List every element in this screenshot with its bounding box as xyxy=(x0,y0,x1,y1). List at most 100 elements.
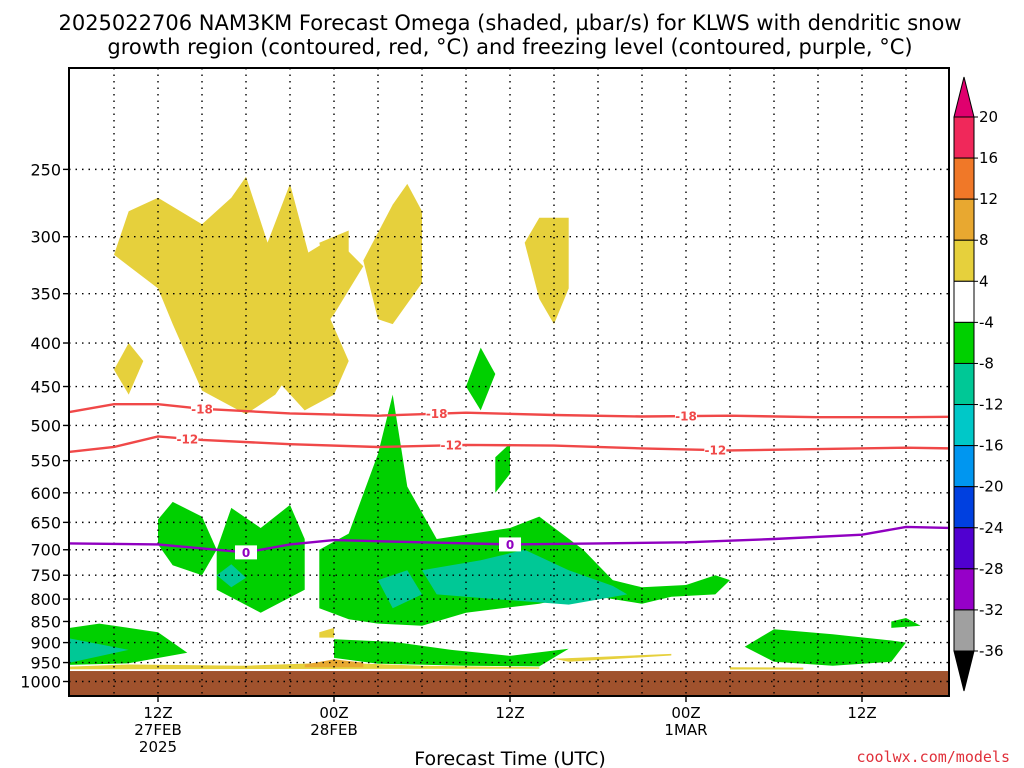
contour-label-0-0: -18 xyxy=(191,402,213,416)
y-tick-label-700: 700 xyxy=(30,541,61,560)
colorbar-segment-1 xyxy=(953,157,975,200)
x-tick-label-3-0: 00Z xyxy=(671,704,700,722)
omega-region-17 xyxy=(422,549,628,605)
contour-label-bg-2-0 xyxy=(0,538,22,552)
colorbar-segment-0 xyxy=(953,116,975,159)
colorbar-label-13: -36 xyxy=(979,642,1004,660)
omega-region-2 xyxy=(319,230,349,305)
ground-layer xyxy=(69,671,949,696)
colorbar-label-5: -4 xyxy=(979,313,994,331)
colorbar-segment-4 xyxy=(953,280,975,323)
colorbar-label-2: 12 xyxy=(979,190,998,208)
x-tick-label-0-1: 27FEB xyxy=(134,721,181,739)
omega-region-23 xyxy=(304,659,364,668)
contour-label-2-2: 0 xyxy=(506,538,514,552)
omega-region-7 xyxy=(158,501,217,576)
colorbar-segment-9 xyxy=(953,486,975,529)
colorbar-segment-5 xyxy=(953,321,975,364)
y-tick-label-300: 300 xyxy=(30,228,61,247)
colorbar-bottom-arrow xyxy=(953,650,975,692)
omega-region-18 xyxy=(216,564,246,588)
chart-title-line-1: 2025022706 NAM3KM Forecast Omega (shaded… xyxy=(58,11,961,35)
omega-region-24 xyxy=(319,627,334,638)
y-tick-label-650: 650 xyxy=(30,513,61,532)
x-tick-label-2-0: 12Z xyxy=(495,704,524,722)
contour-label-bg-0-0 xyxy=(191,401,213,416)
credit-text: coolwx.com/models xyxy=(856,748,1010,766)
y-tick-label-850: 850 xyxy=(30,612,61,631)
contour-label-1-1: -12 xyxy=(440,439,462,453)
colorbar-segment-2 xyxy=(953,198,975,241)
plot-frame xyxy=(68,67,950,697)
omega-region-11 xyxy=(495,443,510,493)
y-tick-label-500: 500 xyxy=(30,416,61,435)
colorbar-segment-6 xyxy=(953,362,975,406)
colorbar-label-6: -8 xyxy=(979,354,994,372)
colorbar-segment-7 xyxy=(953,404,975,447)
contour-label-bg-2-2 xyxy=(499,537,521,552)
omega-region-1 xyxy=(260,183,349,411)
omega-region-8 xyxy=(216,504,305,613)
x-tick-label-3-1: 1MAR xyxy=(664,721,707,739)
colorbar-label-11: -28 xyxy=(979,560,1004,578)
chart-title-line-2: growth region (contoured, red, °C) and f… xyxy=(107,35,912,59)
plot-area: -18 -18 -18 -12 -12 -12 0 0 0 250 300 350 400 450 500… xyxy=(0,67,950,756)
omega-region-4 xyxy=(524,217,569,325)
x-tick-label-1-0: 00Z xyxy=(319,704,348,722)
colorbar-label-10: -24 xyxy=(979,519,1004,537)
contour-label-bg-1-2 xyxy=(704,443,727,458)
contour-label-bg-1-0 xyxy=(176,431,199,446)
colorbar-label-9: -20 xyxy=(979,478,1004,496)
y-axis-ticks: 250 300 350 400 450 500 550 600 650 700 750 800 850 9… xyxy=(20,160,69,692)
contour-label-0-2: -18 xyxy=(675,410,697,424)
contour-label-0-1: -18 xyxy=(426,407,448,421)
y-tick-label-250: 250 xyxy=(30,160,61,179)
colorbar-label-7: -12 xyxy=(979,396,1004,414)
omega-region-21 xyxy=(554,653,672,662)
omega-region-9 xyxy=(319,394,730,626)
contour-label-1-2: -12 xyxy=(704,444,726,458)
colorbar-segment-8 xyxy=(953,445,975,488)
omega-region-14 xyxy=(744,629,906,666)
colorbar-label-0: 20 xyxy=(979,108,998,126)
y-tick-label-900: 900 xyxy=(30,634,61,653)
colorbar-label-12: -32 xyxy=(979,601,1004,619)
y-tick-label-800: 800 xyxy=(30,590,61,609)
contour-line-1 xyxy=(69,435,949,454)
contour-line-2 xyxy=(69,525,949,554)
colorbar-segment-3 xyxy=(953,239,975,282)
y-tick-label-350: 350 xyxy=(30,285,61,304)
colorbar-segment-10 xyxy=(953,527,975,570)
colorbar-top-arrow xyxy=(953,76,975,118)
y-tick-label-750: 750 xyxy=(30,566,61,585)
omega-region-16 xyxy=(69,638,129,663)
omega-region-15 xyxy=(891,618,921,628)
y-tick-label-950: 950 xyxy=(30,654,61,673)
contour-label-1-0: -12 xyxy=(176,432,198,446)
omega-region-19 xyxy=(378,570,422,609)
y-tick-label-550: 550 xyxy=(30,452,61,471)
contour-label-bg-0-1 xyxy=(425,406,448,421)
y-tick-label-600: 600 xyxy=(30,484,61,503)
x-tick-label-0-2: 2025 xyxy=(139,738,177,756)
contour-label-bg-2-1 xyxy=(235,545,257,560)
omega-region-3 xyxy=(363,183,422,325)
omega-shading xyxy=(69,176,921,670)
x-axis-title: Forecast Time (UTC) xyxy=(414,748,605,768)
colorbar-segment-11 xyxy=(953,568,975,611)
grid-lines xyxy=(69,68,949,696)
colorbar-label-3: 8 xyxy=(979,231,989,249)
omega-region-5 xyxy=(114,343,144,395)
omega-region-10 xyxy=(466,347,496,411)
colorbar-label-8: -16 xyxy=(979,437,1004,455)
y-tick-label-450: 450 xyxy=(30,378,61,397)
contour-label-bg-1-1 xyxy=(440,438,463,453)
x-tick-label-0-0: 12Z xyxy=(143,704,172,722)
x-tick-label-1-1: 28FEB xyxy=(310,721,357,739)
contour-label-2-0: 0 xyxy=(7,538,15,552)
contour-label-bg-0-2 xyxy=(675,409,697,424)
colorbar-label-4: 4 xyxy=(979,272,989,290)
y-tick-label-400: 400 xyxy=(30,334,61,353)
